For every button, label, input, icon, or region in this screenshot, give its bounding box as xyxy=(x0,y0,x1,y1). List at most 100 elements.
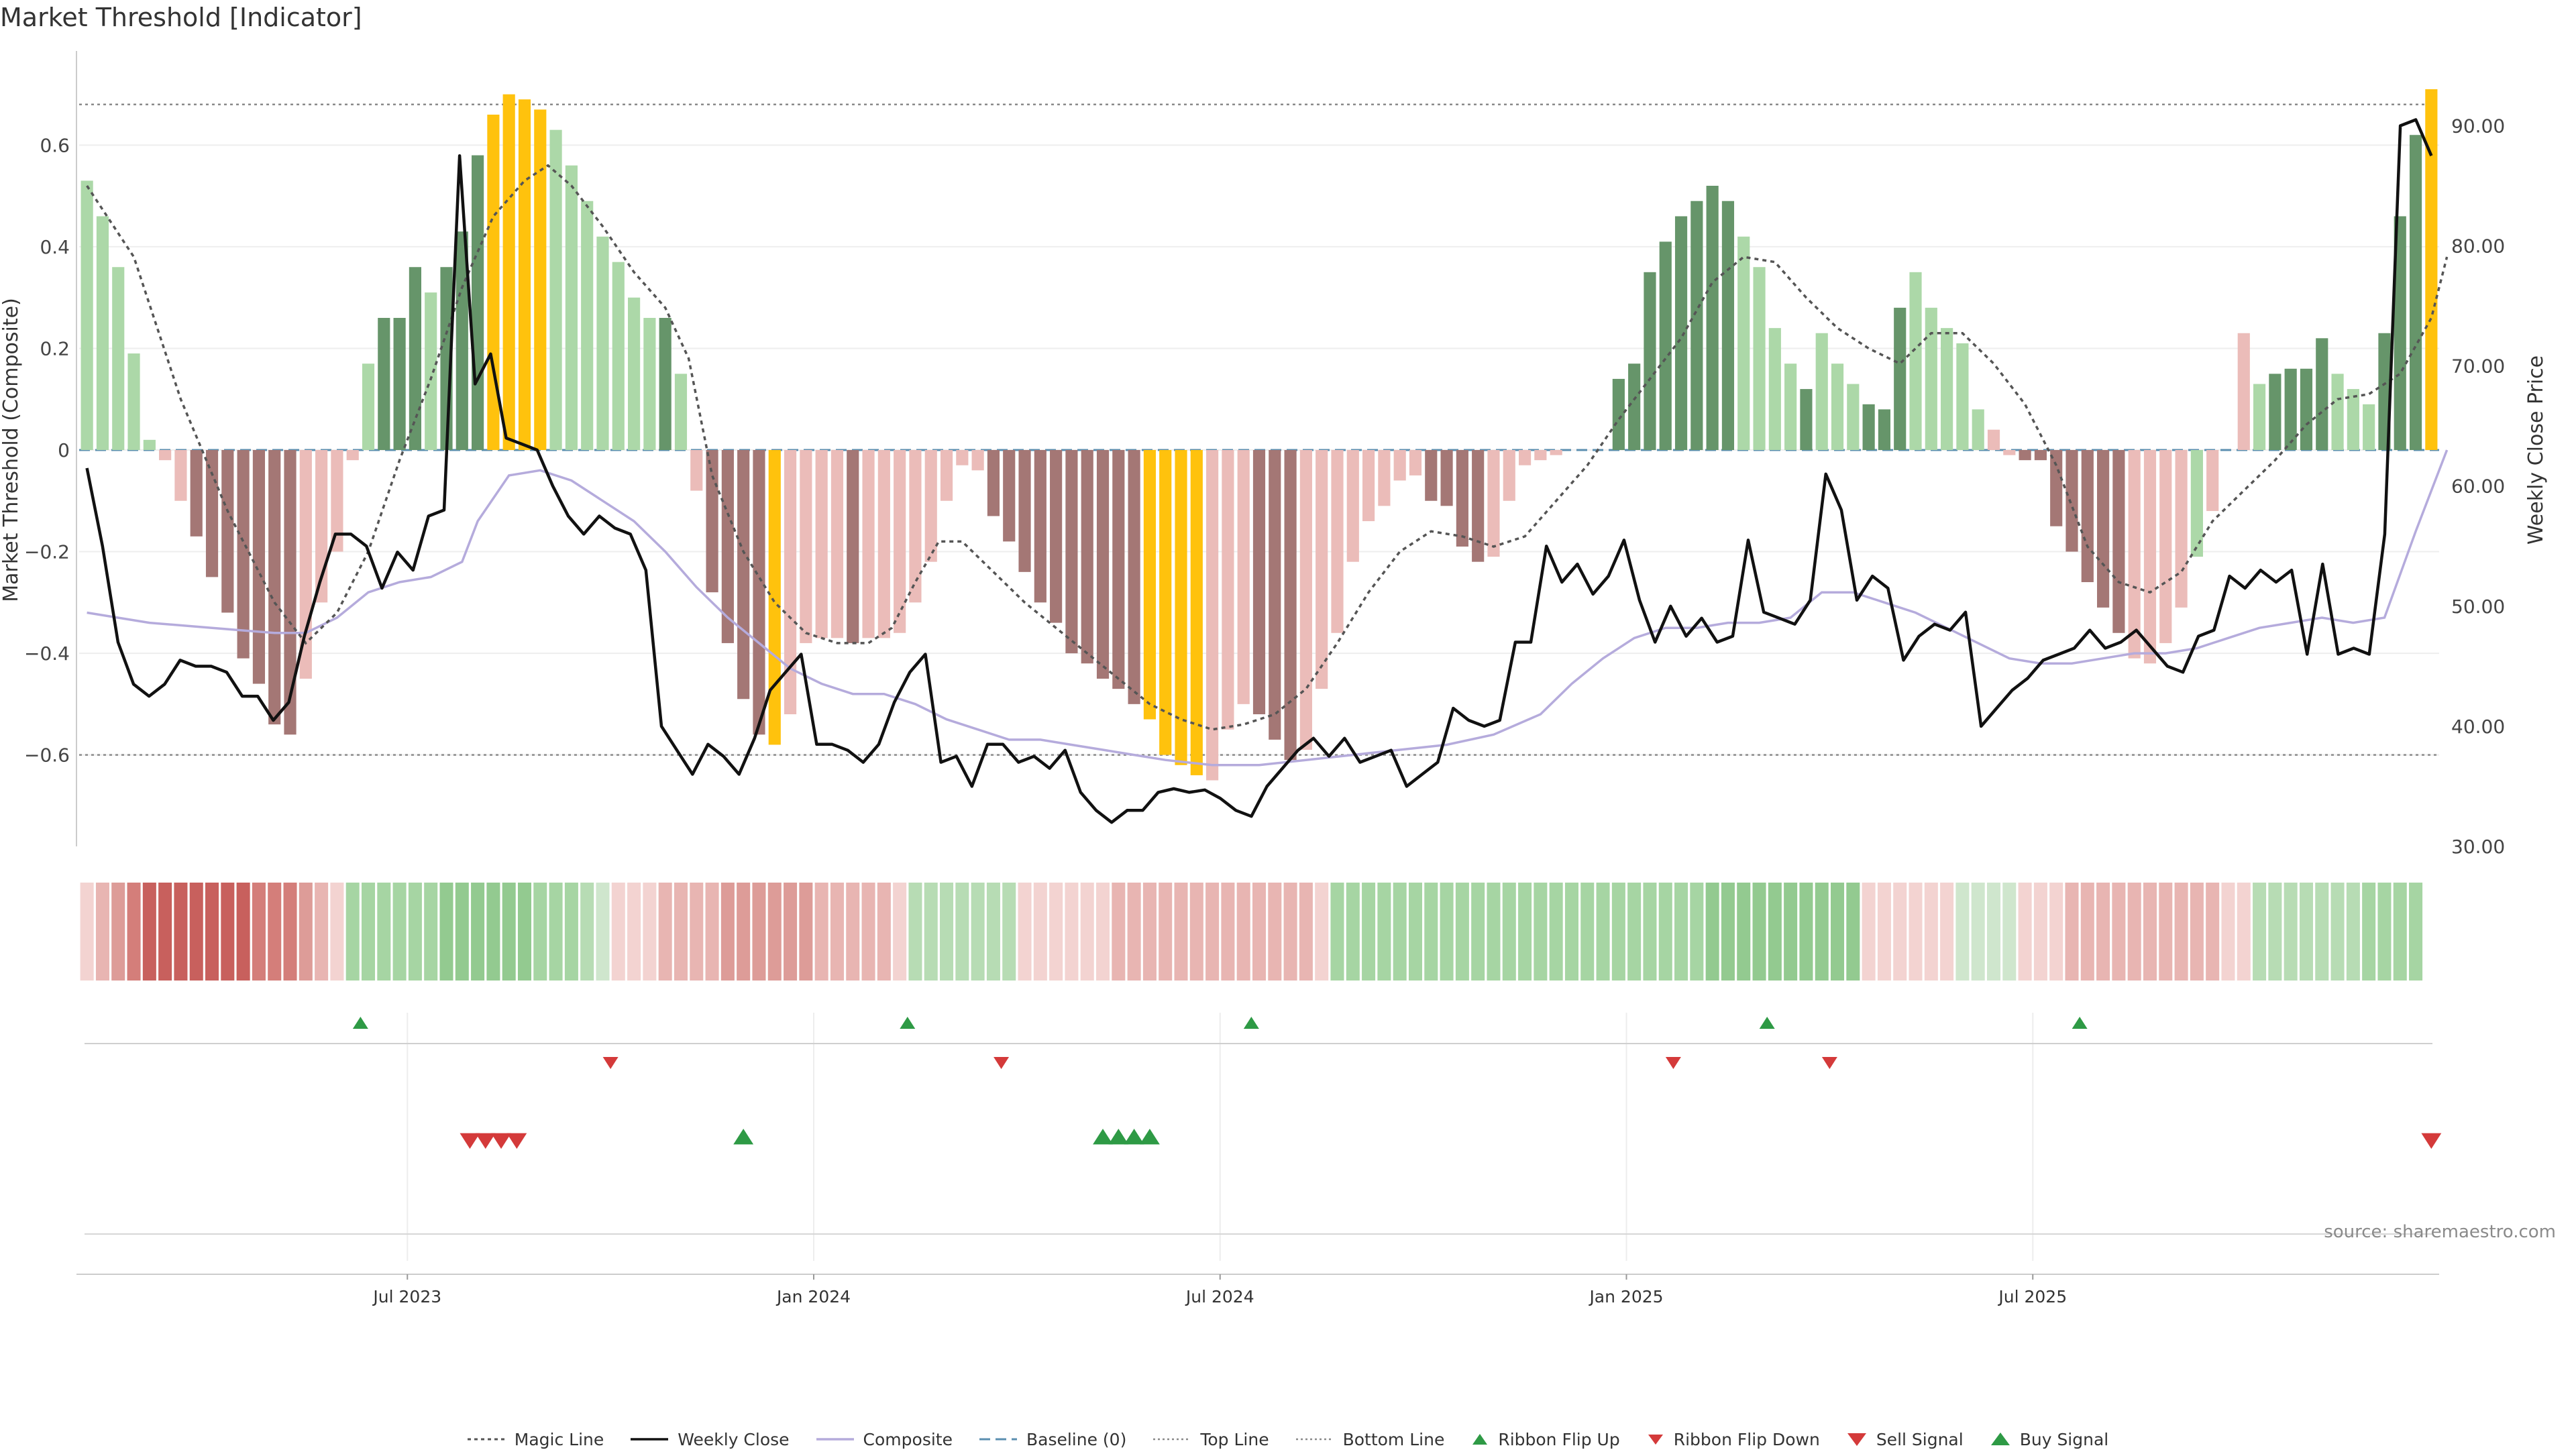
bar-69 xyxy=(1159,450,1172,755)
ribbon-cell-38 xyxy=(674,883,688,981)
bar-68 xyxy=(1143,450,1157,720)
legend-item-ribbon-flip-down: Ribbon Flip Down xyxy=(1647,1430,1820,1449)
bar-81 xyxy=(1346,450,1359,562)
ribbon-cell-128 xyxy=(2080,883,2094,981)
ribbon-cell-82 xyxy=(1362,883,1376,981)
ribbon-cell-79 xyxy=(1315,883,1329,981)
ribbon-cell-108 xyxy=(1768,883,1782,981)
ribbon-cell-68 xyxy=(1142,883,1157,981)
bar-147 xyxy=(2378,333,2391,450)
legend-item-baseline: Baseline (0) xyxy=(979,1430,1126,1449)
ribbon-flip-up-marker-0 xyxy=(352,1017,368,1029)
x-tick-label-4: Jul 2025 xyxy=(1997,1287,2067,1306)
ribbon-cell-9 xyxy=(221,883,235,981)
bar-133 xyxy=(2159,450,2172,643)
ribbon-cell-60 xyxy=(1018,883,1032,981)
legend-swatch-top-line xyxy=(1153,1438,1191,1441)
ribbon-cell-80 xyxy=(1330,883,1344,981)
bar-1 xyxy=(96,216,109,450)
bar-30 xyxy=(549,129,562,450)
ribbon-cell-110 xyxy=(1799,883,1813,981)
ribbon-cell-67 xyxy=(1127,883,1141,981)
ribbon-cell-103 xyxy=(1690,883,1704,981)
composite-bars xyxy=(80,89,2438,781)
buy-signal-marker-1 xyxy=(1093,1129,1113,1145)
bar-124 xyxy=(2019,450,2031,461)
bar-22 xyxy=(425,292,437,450)
y-axis-title: Market Threshold (Composite) xyxy=(0,298,23,602)
ribbon-cell-147 xyxy=(2377,883,2392,981)
x-tick-label-3: Jan 2025 xyxy=(1588,1287,1663,1306)
composite-line xyxy=(87,449,2449,767)
bar-100 xyxy=(1644,272,1656,450)
ribbon-cell-114 xyxy=(1862,883,1876,981)
bar-46 xyxy=(800,450,812,643)
ribbon-cell-126 xyxy=(2049,883,2063,981)
bar-53 xyxy=(909,450,922,603)
ribbon-flip-up-marker-4 xyxy=(2072,1017,2088,1029)
bar-17 xyxy=(346,450,359,461)
ribbon-cell-31 xyxy=(564,883,578,981)
bar-16 xyxy=(331,450,343,552)
bar-58 xyxy=(987,450,1000,516)
ribbon-cell-106 xyxy=(1737,883,1751,981)
ribbon-cell-86 xyxy=(1424,883,1438,981)
x-tick-label-0: Jul 2023 xyxy=(372,1287,441,1306)
ribbon-cell-30 xyxy=(549,883,563,981)
ribbon-cell-77 xyxy=(1283,883,1297,981)
y-tick-label-0: 0.6 xyxy=(40,134,70,156)
ribbon-cell-98 xyxy=(1611,883,1625,981)
ribbon-cell-0 xyxy=(80,883,94,981)
bar-112 xyxy=(1831,364,1844,450)
ribbon-cell-57 xyxy=(971,883,985,981)
ribbon-cell-8 xyxy=(205,883,219,981)
bar-83 xyxy=(1378,450,1391,506)
ribbon-cell-18 xyxy=(361,883,376,981)
chart-title: Market Threshold [Indicator] xyxy=(0,3,362,32)
ribbon-cell-94 xyxy=(1549,883,1563,981)
y2-axis-title: Weekly Close Price xyxy=(2524,355,2548,545)
bar-126 xyxy=(2050,450,2063,526)
ribbon-cell-4 xyxy=(142,883,156,981)
bar-125 xyxy=(2034,450,2047,461)
bar-3 xyxy=(127,353,140,450)
legend-swatch-weekly-close xyxy=(631,1438,669,1441)
ribbon-cell-13 xyxy=(283,883,297,981)
y-tick-label-1: 0.4 xyxy=(40,236,70,258)
ribbon-cell-28 xyxy=(517,883,532,981)
ribbon-cell-47 xyxy=(814,883,828,981)
x-axis: Jul 2023 Jan 2024 Jul 2024 Jan 2025 Jul 2025 xyxy=(76,1274,2439,1306)
bar-107 xyxy=(1753,267,1766,450)
ribbon-cell-105 xyxy=(1721,883,1735,981)
ribbon-cell-109 xyxy=(1784,883,1798,981)
bar-24 xyxy=(455,231,468,450)
bar-120 xyxy=(1956,343,1969,450)
legend: Magic Line Weekly Close Composite Baseli… xyxy=(0,1424,2576,1454)
ribbon-cell-93 xyxy=(1534,883,1548,981)
ribbon-cell-39 xyxy=(690,883,704,981)
ribbon-cell-140 xyxy=(2268,883,2282,981)
bar-26 xyxy=(487,114,500,450)
ribbon-cell-127 xyxy=(2065,883,2079,981)
bar-47 xyxy=(815,450,828,638)
bar-6 xyxy=(174,450,187,501)
ribbon-cell-10 xyxy=(236,883,250,981)
buy-signal-marker-3 xyxy=(1124,1129,1144,1145)
legend-item-weekly-close: Weekly Close xyxy=(631,1430,790,1449)
bar-132 xyxy=(2143,450,2157,664)
legend-label-buy-signal: Buy Signal xyxy=(2019,1429,2109,1449)
ribbon-cell-101 xyxy=(1658,883,1672,981)
bar-90 xyxy=(1487,450,1500,557)
ribbon-cell-21 xyxy=(408,883,422,981)
bar-74 xyxy=(1237,450,1250,704)
ribbon-cell-111 xyxy=(1815,883,1829,981)
ribbon-cell-19 xyxy=(377,883,391,981)
ribbon-cell-29 xyxy=(533,883,547,981)
bar-39 xyxy=(690,450,703,491)
bar-5 xyxy=(159,450,172,461)
ribbon-cell-63 xyxy=(1065,883,1079,981)
ribbon-cell-46 xyxy=(799,883,813,981)
bar-31 xyxy=(565,165,578,450)
ribbon-cell-66 xyxy=(1112,883,1126,981)
bar-82 xyxy=(1362,450,1375,522)
